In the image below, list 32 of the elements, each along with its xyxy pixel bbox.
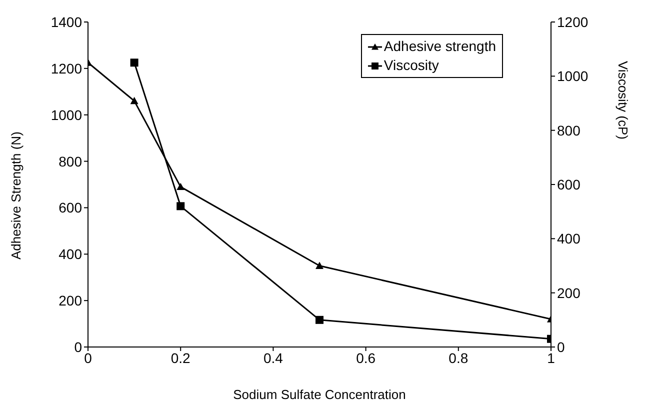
y-tick-label: 200 <box>58 292 82 309</box>
x-tick-label: 0 <box>84 350 92 366</box>
y-tick-label: 400 <box>58 246 82 262</box>
legend-label: Viscosity <box>384 56 439 75</box>
x-tick-label: 0.8 <box>448 350 468 366</box>
point <box>316 262 324 269</box>
point <box>176 202 185 210</box>
y-tick-label: 1400 <box>50 14 82 30</box>
point <box>316 316 324 324</box>
y2-tick-label: 1000 <box>557 68 588 84</box>
y2-tick-label: 0 <box>557 338 565 355</box>
y-tick-label: 1000 <box>50 106 82 123</box>
x-tick-label: 0.4 <box>263 350 284 366</box>
x-axis-title: Sodium Sulfate Concentration <box>233 387 406 402</box>
y2-tick-label: 800 <box>557 122 581 138</box>
x-tick-label: 0.2 <box>170 350 191 366</box>
y2-tick-label: 600 <box>557 176 581 192</box>
y2-tick-label: 1200 <box>557 14 588 30</box>
y-tick-label: 1200 <box>50 60 82 76</box>
point <box>130 58 138 67</box>
legend-label: Adhesive strength <box>384 37 496 56</box>
y2-axis-title: Viscosity (cP) <box>615 61 630 140</box>
y-tick-label: 0 <box>74 338 82 355</box>
y2-tick-label: 200 <box>557 284 581 301</box>
y-tick-label: 600 <box>58 200 82 216</box>
point <box>130 96 138 104</box>
y-axis-title: Adhesive Strength (N) <box>8 132 24 260</box>
point <box>176 182 185 190</box>
x-tick-label: 1 <box>547 350 556 366</box>
y2-tick-label: 400 <box>557 230 581 247</box>
y-tick-label: 800 <box>58 153 82 170</box>
x-tick-label: 0.6 <box>356 350 376 366</box>
